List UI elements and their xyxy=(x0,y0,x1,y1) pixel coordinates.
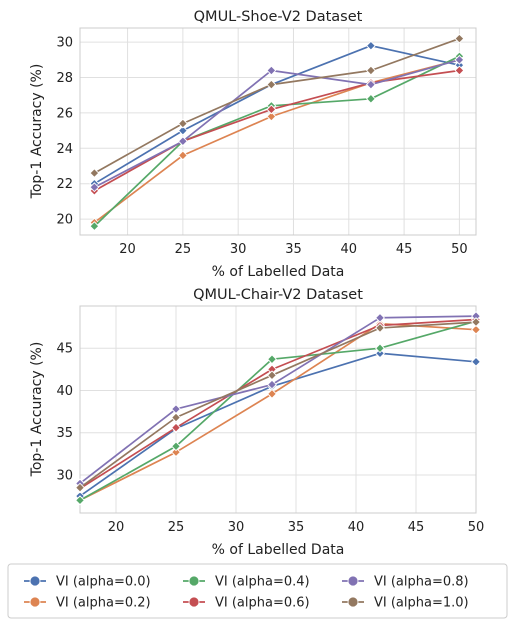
chart-title: QMUL-Shoe-V2 Dataset xyxy=(194,9,363,25)
data-point xyxy=(266,65,277,76)
legend-marker xyxy=(29,575,41,587)
plot-frame xyxy=(79,305,477,514)
data-point xyxy=(89,221,100,232)
data-point xyxy=(267,370,277,381)
x-axis-label: % of Labelled Data xyxy=(212,264,345,280)
data-point xyxy=(177,125,188,136)
data-point xyxy=(365,65,376,76)
plot-frame xyxy=(79,27,477,236)
y-tick-label: 22 xyxy=(56,177,73,192)
data-point xyxy=(375,312,385,323)
y-axis-label: Top-1 Accuracy (%) xyxy=(29,64,45,200)
data-point xyxy=(177,118,188,129)
data-point xyxy=(266,111,277,122)
data-point xyxy=(266,104,277,115)
y-axis-label: Top-1 Accuracy (%) xyxy=(29,342,45,478)
legend-label: VI (alpha=0.6) xyxy=(215,596,310,611)
data-point xyxy=(171,441,181,452)
legend-marker xyxy=(347,596,359,608)
data-point xyxy=(266,79,277,90)
x-tick-label: 20 xyxy=(119,242,136,257)
x-tick-label: 40 xyxy=(341,242,358,257)
plot-area xyxy=(80,28,476,235)
y-tick-label: 40 xyxy=(56,384,73,399)
y-tick-label: 26 xyxy=(56,106,73,121)
data-point xyxy=(75,482,85,493)
data-point xyxy=(471,317,481,327)
data-point xyxy=(454,54,465,65)
data-point xyxy=(89,182,100,193)
data-point xyxy=(267,379,277,390)
y-tick-label: 45 xyxy=(56,342,73,357)
data-point xyxy=(454,65,465,76)
legend: VI (alpha=0.0) VI (alpha=0.2) VI (alpha=0.… xyxy=(7,563,508,619)
y-tick-label: 35 xyxy=(56,426,73,441)
legend-label: VI (alpha=0.0) xyxy=(56,575,151,590)
data-point xyxy=(75,495,85,506)
y-tick-label: 30 xyxy=(56,36,73,51)
data-point xyxy=(267,354,277,365)
legend-label: VI (alpha=1.0) xyxy=(374,596,469,611)
data-point xyxy=(171,412,181,423)
data-point xyxy=(177,150,188,161)
legend-marker xyxy=(29,596,41,608)
data-point xyxy=(177,136,188,147)
legend-marker xyxy=(188,596,200,608)
legend-marker xyxy=(188,575,200,587)
y-tick-label: 20 xyxy=(56,213,73,228)
x-tick-label: 45 xyxy=(396,242,413,257)
data-point xyxy=(365,40,376,51)
x-tick-label: 35 xyxy=(288,520,305,535)
x-tick-label: 50 xyxy=(451,242,468,257)
x-tick-label: 20 xyxy=(108,520,125,535)
x-tick-label: 45 xyxy=(408,520,425,535)
y-tick-label: 24 xyxy=(56,142,73,157)
legend-frame xyxy=(7,563,508,619)
x-axis-label: % of Labelled Data xyxy=(212,542,345,558)
data-point xyxy=(454,33,465,44)
x-tick-label: 30 xyxy=(228,520,245,535)
chair-chart: QMUL-Chair-V2 Dataset % of Labelled Data… xyxy=(29,287,484,558)
data-point xyxy=(375,343,385,354)
data-point xyxy=(375,323,385,333)
data-point xyxy=(375,348,385,359)
y-tick-label: 28 xyxy=(56,71,73,86)
data-point xyxy=(171,447,181,458)
legend-label: VI (alpha=0.2) xyxy=(56,596,151,611)
data-point xyxy=(365,79,376,90)
data-point xyxy=(471,324,481,335)
chart-title: QMUL-Chair-V2 Dataset xyxy=(193,287,363,303)
x-tick-label: 50 xyxy=(468,520,485,535)
data-point xyxy=(89,168,100,179)
x-tick-label: 25 xyxy=(175,242,192,257)
data-point xyxy=(171,422,181,433)
data-point xyxy=(365,93,376,104)
x-tick-label: 40 xyxy=(348,520,365,535)
x-tick-label: 30 xyxy=(230,242,247,257)
legend-label: VI (alpha=0.4) xyxy=(215,575,310,590)
data-point xyxy=(267,388,277,399)
data-point xyxy=(471,356,481,367)
x-tick-label: 25 xyxy=(168,520,185,535)
y-tick-label: 30 xyxy=(56,468,73,483)
x-tick-label: 35 xyxy=(285,242,302,257)
legend-label: VI (alpha=0.8) xyxy=(374,575,469,590)
shoe-chart: QMUL-Shoe-V2 Dataset % of Labelled Data … xyxy=(29,9,477,280)
legend-marker xyxy=(347,575,359,587)
